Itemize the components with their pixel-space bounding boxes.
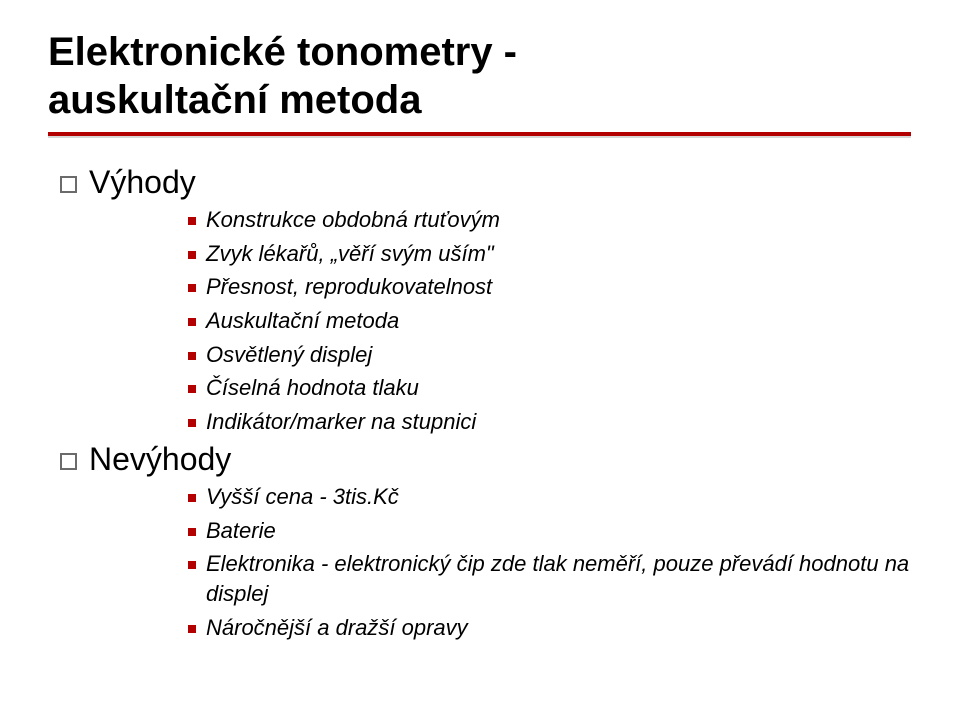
list-item: Baterie <box>188 516 911 546</box>
section-nevyhody: Nevýhody <box>60 441 911 478</box>
item-text: Elektronika - elektronický čip zde tlak … <box>206 549 911 608</box>
title-rule <box>48 132 911 136</box>
slide-title: Elektronické tonometry - auskultační met… <box>48 28 911 124</box>
square-bullet-icon <box>188 494 196 502</box>
title-line-2: auskultační metoda <box>48 78 421 122</box>
item-text: Baterie <box>206 516 276 546</box>
nevyhody-items: Vyšší cena - 3tis.Kč Baterie Elektronika… <box>188 482 911 642</box>
square-bullet-icon <box>188 318 196 326</box>
list-item: Auskultační metoda <box>188 306 911 336</box>
item-text: Zvyk lékařů, „věří svým uším" <box>206 239 494 269</box>
content: Výhody Konstrukce obdobná rtuťovým Zvyk … <box>48 164 911 642</box>
title-line-1: Elektronické tonometry - <box>48 30 517 74</box>
item-text: Auskultační metoda <box>206 306 399 336</box>
list-item: Náročnější a dražší opravy <box>188 613 911 643</box>
list-item: Číselná hodnota tlaku <box>188 373 911 403</box>
square-bullet-icon <box>188 385 196 393</box>
square-bullet-icon <box>188 251 196 259</box>
square-bullet-icon <box>188 217 196 225</box>
item-text: Číselná hodnota tlaku <box>206 373 419 403</box>
list-item: Osvětlený displej <box>188 340 911 370</box>
section-label: Výhody <box>89 164 196 201</box>
box-bullet-icon <box>60 176 77 193</box>
section-label: Nevýhody <box>89 441 231 478</box>
item-text: Přesnost, reprodukovatelnost <box>206 272 492 302</box>
square-bullet-icon <box>188 284 196 292</box>
list-item: Elektronika - elektronický čip zde tlak … <box>188 549 911 608</box>
section-vyhody: Výhody <box>60 164 911 201</box>
item-text: Konstrukce obdobná rtuťovým <box>206 205 500 235</box>
box-bullet-icon <box>60 453 77 470</box>
square-bullet-icon <box>188 528 196 536</box>
list-item: Zvyk lékařů, „věří svým uším" <box>188 239 911 269</box>
vyhody-items: Konstrukce obdobná rtuťovým Zvyk lékařů,… <box>188 205 911 437</box>
square-bullet-icon <box>188 419 196 427</box>
list-item: Přesnost, reprodukovatelnost <box>188 272 911 302</box>
square-bullet-icon <box>188 352 196 360</box>
square-bullet-icon <box>188 625 196 633</box>
item-text: Osvětlený displej <box>206 340 372 370</box>
square-bullet-icon <box>188 561 196 569</box>
list-item: Indikátor/marker na stupnici <box>188 407 911 437</box>
item-text: Náročnější a dražší opravy <box>206 613 468 643</box>
list-item: Konstrukce obdobná rtuťovým <box>188 205 911 235</box>
slide: Elektronické tonometry - auskultační met… <box>0 0 959 717</box>
item-text: Indikátor/marker na stupnici <box>206 407 476 437</box>
item-text: Vyšší cena - 3tis.Kč <box>206 482 399 512</box>
list-item: Vyšší cena - 3tis.Kč <box>188 482 911 512</box>
